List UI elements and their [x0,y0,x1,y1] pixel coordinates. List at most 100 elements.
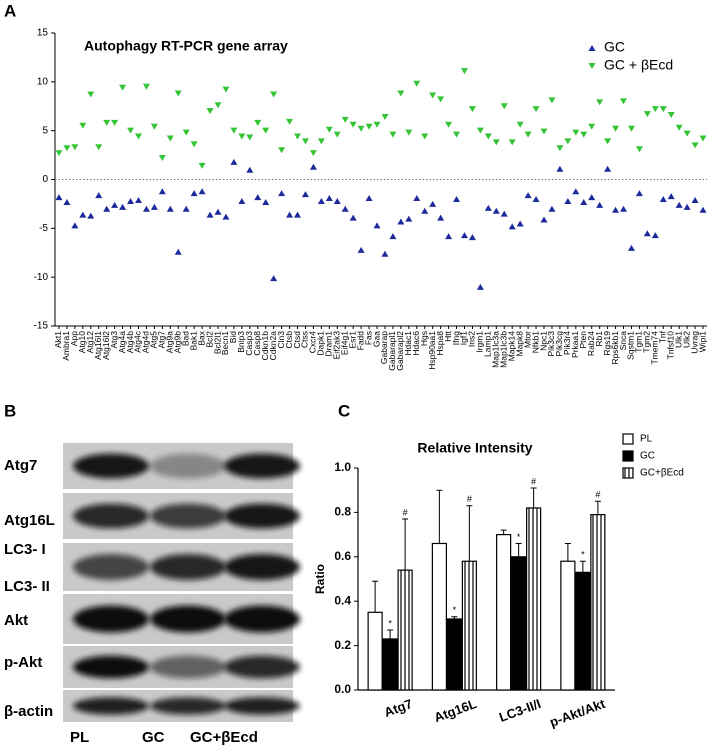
point [540,216,548,223]
x-tick-label: Eif2ak3 [332,331,342,360]
point [95,192,103,199]
bar [446,618,462,691]
x-tick-label: Atg16l1 [93,331,103,360]
point [317,138,325,145]
x-tick-label: Ulk1 [673,331,683,348]
point [691,197,699,204]
x-tick-label: Atg7 [157,331,167,349]
x-tick-label: Hdac1 [403,331,413,356]
point [651,106,659,113]
x-tick-label: Sqstm1 [626,331,636,360]
blot-band [224,697,300,715]
point [397,218,405,225]
point [238,197,246,204]
point [230,127,238,134]
bar [575,571,591,691]
lane-label: PL [70,729,89,746]
point [286,118,294,125]
point [500,210,508,217]
point [87,91,95,98]
point [445,121,453,128]
x-tick-label: Atg9b [172,331,182,353]
blot-band [73,503,149,529]
x-tick-label: Hdac6 [411,331,421,356]
point [500,103,508,110]
point [365,123,373,130]
y-tick-label: -15 [34,321,49,332]
x-tick-label: Rb1 [594,331,604,347]
point [556,165,564,172]
point [55,194,63,201]
point [55,150,63,157]
point [254,194,262,201]
point [556,145,564,152]
point [142,83,150,90]
y-tick-label: 5 [42,125,48,136]
point [612,206,620,213]
blot-band [150,554,226,580]
error-bar [451,616,458,619]
point [699,135,707,142]
point [492,207,500,214]
point [222,213,230,220]
x-tick-label: Ulk2 [681,331,691,348]
point [79,122,87,129]
point [341,116,349,123]
x-tick-label: Pik3c3 [546,331,556,357]
point [453,196,461,203]
x-tick-label: Gabarapl2 [395,331,405,371]
blot-band [224,453,300,479]
bar [397,569,413,691]
blot-band [150,453,226,479]
point [333,197,341,204]
annotation: # [595,490,600,500]
legend-label: GC + βEcd [604,57,673,73]
point [246,134,254,141]
x-tick-label: Ambra1 [61,331,71,361]
point [468,106,476,113]
x-tick-label: Bak1 [188,331,198,351]
x-tick-label: Atg7 [382,696,414,720]
error-bar [530,487,537,508]
point [612,125,620,132]
x-tick-label: Ins2 [467,331,477,347]
blot-row-label: LC3- II [4,578,50,595]
point [301,191,309,198]
point [429,200,437,207]
x-tick-label: Atg4a [117,331,127,353]
point [341,205,349,212]
annotation: # [531,476,536,486]
y-tick-label: 0.0 [334,682,351,696]
x-tick-label: Gabarapl1 [387,331,397,371]
point [214,208,222,215]
error-bar [402,518,409,571]
point [230,158,238,165]
blot-row-label: Atg7 [4,457,37,474]
point [119,84,127,91]
annotation: # [403,507,408,517]
point [421,207,429,214]
blot-row-label: Akt [4,612,28,629]
point [572,188,580,195]
point [134,133,142,140]
x-tick-label: Wipi1 [697,331,707,353]
legend-label: PL [640,434,653,445]
lane-label: GC+βEcd [190,729,258,746]
point [294,211,302,218]
point [675,124,683,131]
x-tick-label: Htt [443,330,453,342]
bar [367,611,383,691]
point [111,119,119,126]
point [635,146,643,153]
point [238,133,246,140]
y-tick-label: -10 [34,272,49,283]
point [95,144,103,151]
point [270,275,278,282]
annotation: * [388,618,392,628]
point [357,246,365,253]
annotation: * [581,550,585,560]
point [508,139,516,146]
point [413,80,421,87]
annotation: * [517,532,521,542]
point [675,201,683,208]
